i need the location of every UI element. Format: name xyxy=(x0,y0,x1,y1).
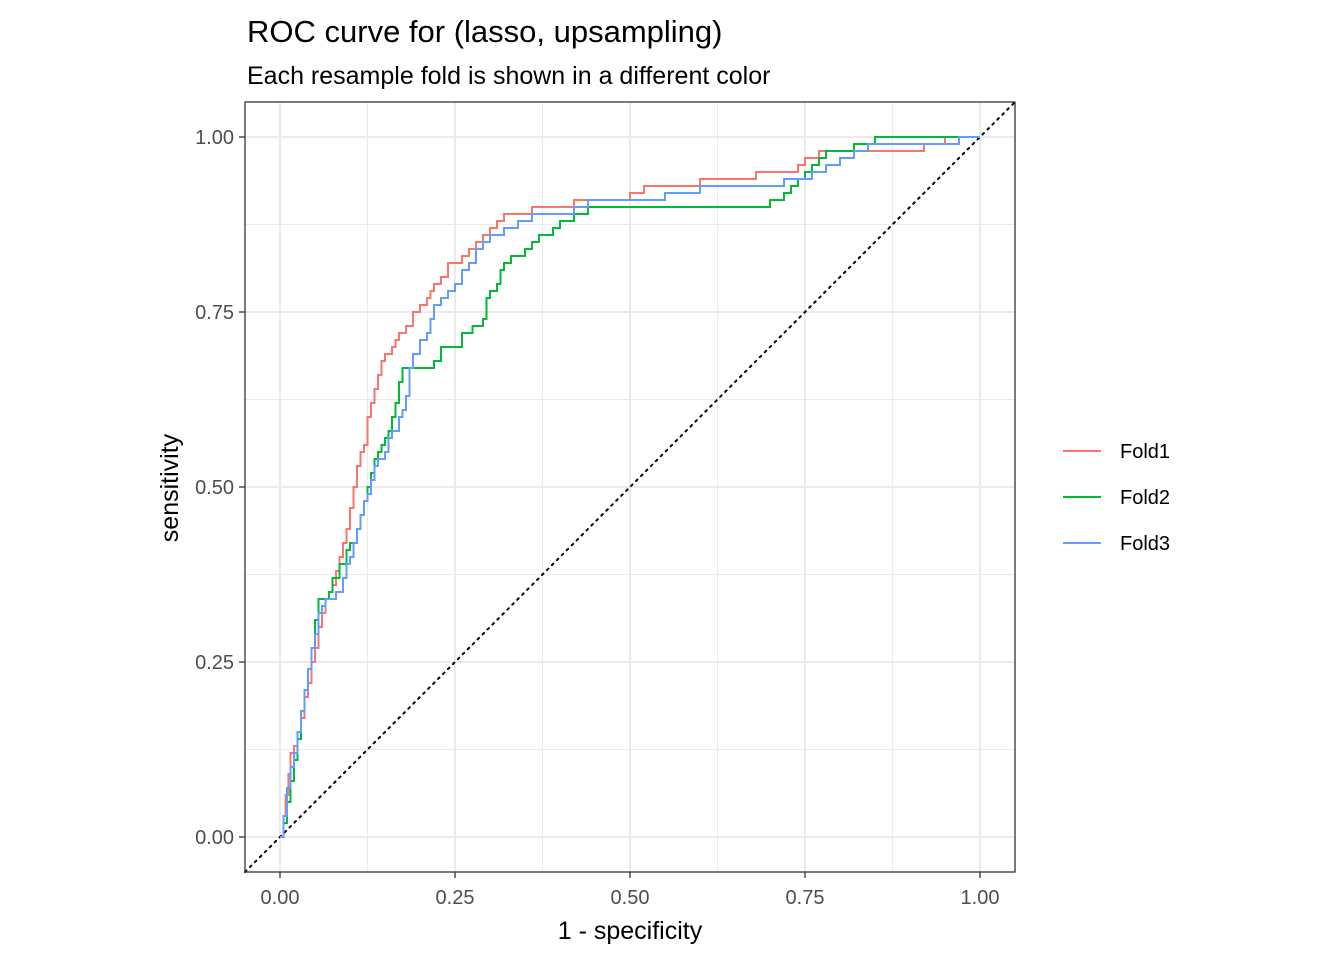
reference-diagonal-line xyxy=(244,101,1016,873)
x-tick-label: 0.50 xyxy=(611,887,650,909)
legend-label-fold2: Fold2 xyxy=(1120,487,1170,509)
x-axis-title: 1 - specificity xyxy=(558,917,703,945)
y-tick-label: 0.75 xyxy=(195,302,234,324)
x-tick-label: 0.00 xyxy=(261,887,300,909)
legend: Fold1 Fold2 Fold3 xyxy=(1063,441,1170,555)
reference-diagonal xyxy=(244,101,1016,873)
y-tick-label: 0.00 xyxy=(195,827,234,849)
x-tick-label: 1.00 xyxy=(961,887,1000,909)
series-line-fold1 xyxy=(280,136,980,838)
chart-subtitle: Each resample fold is shown in a differe… xyxy=(247,62,770,90)
y-axis-title: sensitivity xyxy=(156,433,184,542)
y-tick-label: 0.50 xyxy=(195,477,234,499)
x-axis: 0.00 0.25 0.50 0.75 1.00 xyxy=(261,872,1000,909)
series-line-fold2 xyxy=(280,136,980,838)
chart-title: ROC curve for (lasso, upsampling) xyxy=(247,14,723,49)
y-tick-label: 1.00 xyxy=(195,127,234,149)
x-tick-label: 0.75 xyxy=(786,887,825,909)
y-axis: 0.00 0.25 0.50 0.75 1.00 xyxy=(195,127,245,849)
series-lines xyxy=(280,136,980,838)
major-gridlines xyxy=(245,102,1015,872)
legend-label-fold1: Fold1 xyxy=(1120,441,1170,463)
series-line-fold3 xyxy=(280,136,980,838)
legend-label-fold3: Fold3 xyxy=(1120,533,1170,555)
x-tick-label: 0.25 xyxy=(436,887,475,909)
y-tick-label: 0.25 xyxy=(195,652,234,674)
